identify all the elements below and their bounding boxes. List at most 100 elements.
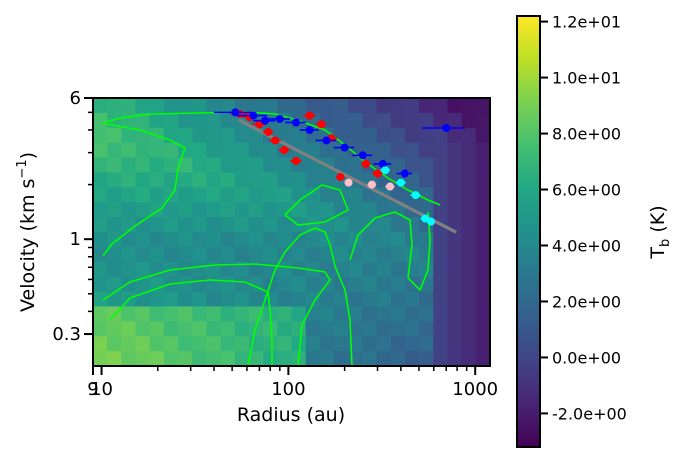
y-axis-title-sup: −1	[15, 159, 30, 178]
heatmap-cell	[135, 202, 151, 218]
heatmap-cell	[93, 187, 108, 203]
heatmap-cell	[291, 261, 307, 278]
heatmap-cell	[447, 232, 463, 248]
x-tick-label: 10	[90, 379, 113, 400]
heatmap-cell	[234, 232, 250, 248]
heatmap-cell	[107, 127, 122, 144]
heatmap-cell	[220, 172, 236, 188]
heatmap-cell	[206, 232, 222, 248]
heatmap-cell	[192, 351, 208, 366]
heatmap-cell	[362, 261, 378, 278]
heatmap-cell	[163, 202, 179, 218]
contour-right	[349, 211, 431, 292]
heatmap-cell	[305, 172, 321, 188]
colorbar-ticks: 1.2e+01 1.0e+01 8.0e+00 6.0e+00 4.0e+00 2.0e+…	[540, 13, 627, 423]
heatmap-cell	[277, 172, 293, 188]
heatmap-cell	[475, 112, 490, 129]
heatmap-cell	[475, 276, 490, 293]
heatmap-cell	[390, 351, 406, 366]
data-point	[381, 166, 390, 175]
heatmap-cell	[135, 98, 151, 114]
heatmap-cell	[404, 336, 420, 352]
data-point	[336, 173, 345, 182]
heatmap-cell	[376, 112, 392, 129]
heatmap-cell	[291, 321, 307, 337]
heatmap-cell	[461, 202, 477, 218]
heatmap-cell	[149, 98, 165, 114]
heatmap-cell	[461, 172, 477, 188]
heatmap-cell	[234, 142, 250, 159]
heatmap-cell	[433, 291, 449, 308]
heatmap-cell	[390, 157, 406, 174]
heatmap-cell	[163, 217, 179, 233]
heatmap-cell	[277, 246, 293, 263]
heatmap-cell	[461, 142, 477, 159]
heatmap-cell	[192, 306, 208, 322]
heatmap-cell	[334, 336, 349, 352]
heatmap-cell	[277, 336, 293, 352]
heatmap-cell	[362, 98, 378, 114]
heatmap-cell	[163, 306, 179, 322]
heatmap-cell	[277, 202, 293, 218]
heatmap-cell	[447, 321, 463, 337]
heatmap-cell	[362, 336, 378, 352]
heatmap-cell	[305, 98, 321, 114]
heatmap-cell	[149, 172, 165, 188]
heatmap-cell	[433, 142, 449, 159]
heatmap-cell	[220, 321, 236, 337]
heatmap-cell	[220, 306, 236, 322]
heatmap-cell	[121, 157, 137, 174]
data-point	[264, 127, 273, 136]
heatmap-cell	[390, 232, 406, 248]
heatmap-cell	[107, 187, 122, 203]
heatmap-cell	[376, 321, 392, 337]
heatmap-cell	[348, 291, 363, 308]
heatmap-cell	[433, 187, 449, 203]
heatmap-cell	[376, 351, 392, 366]
data-point	[292, 118, 301, 127]
heatmap-cell	[220, 157, 236, 174]
heatmap-cell	[404, 246, 420, 263]
heatmap-cell	[433, 261, 449, 278]
heatmap-cell	[248, 291, 264, 308]
heatmap-cell	[319, 98, 335, 114]
heatmap-cell	[206, 98, 222, 114]
heatmap-cell	[376, 246, 392, 263]
heatmap-cell	[419, 336, 434, 352]
heatmap-cell	[404, 127, 420, 144]
heatmap-cell	[305, 336, 321, 352]
heatmap-cell	[178, 276, 193, 293]
heatmap-cell	[390, 246, 406, 263]
y-tick-label: 0.3	[52, 324, 81, 345]
data-point	[367, 180, 376, 189]
colorbar	[516, 15, 541, 448]
heatmap-cell	[248, 98, 264, 114]
y-tick-label: 1	[70, 229, 81, 250]
data-point	[261, 116, 270, 125]
heatmap-cell	[362, 306, 378, 322]
heatmap-cell	[277, 261, 293, 278]
heatmap-cell	[334, 232, 349, 248]
heatmap-cell	[234, 261, 250, 278]
heatmap-cell	[121, 232, 137, 248]
heatmap-cell	[447, 336, 463, 352]
heatmap-cell	[447, 246, 463, 263]
heatmap-cell	[234, 157, 250, 174]
contour-mid-long	[247, 227, 353, 366]
heatmap-cell	[234, 127, 250, 144]
heatmap-cell	[135, 187, 151, 203]
heatmap-cell	[206, 306, 222, 322]
heatmap-cell	[234, 291, 250, 308]
heatmap-cell	[433, 336, 449, 352]
heatmap-cell	[447, 142, 463, 159]
heatmap-cell	[319, 217, 335, 233]
heatmap-cell	[248, 232, 264, 248]
heatmap-cell	[461, 112, 477, 129]
heatmap-cell	[447, 276, 463, 293]
heatmap-cell	[107, 232, 122, 248]
heatmap-cell	[348, 276, 363, 293]
heatmap-cell	[362, 291, 378, 308]
heatmap-cell	[135, 306, 151, 322]
contour-mid-loop	[284, 184, 350, 226]
y-axis-title: Velocity (km s−1)	[15, 152, 39, 312]
